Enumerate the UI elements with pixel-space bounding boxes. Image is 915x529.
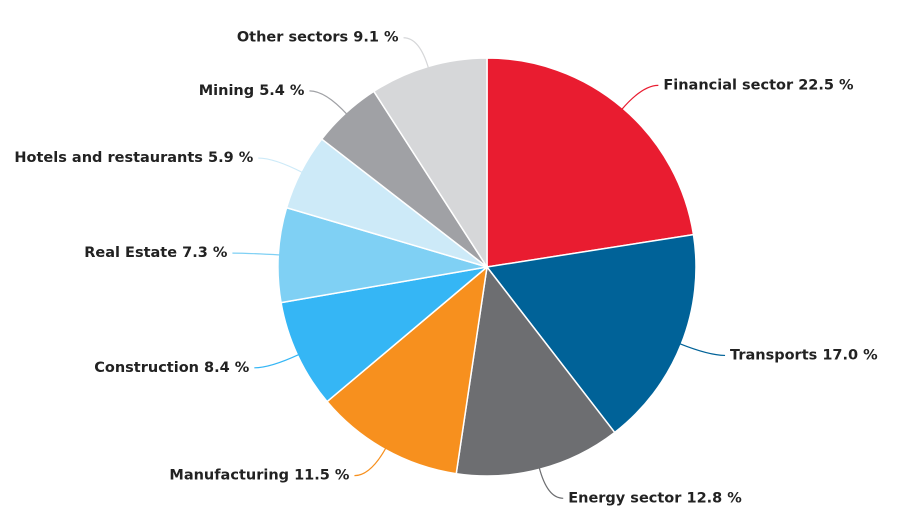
slice-label: Energy sector 12.8 % <box>568 490 742 506</box>
category-label: Transports <box>730 347 817 363</box>
slice-label: Hotels and restaurants 5.9 % <box>14 150 253 166</box>
value-label: 5.9 % <box>208 150 254 166</box>
value-label: 7.3 % <box>182 245 228 261</box>
category-label: Manufacturing <box>169 468 289 484</box>
category-label: Real Estate <box>84 245 177 261</box>
value-label: 17.0 % <box>822 347 878 363</box>
slice-label: Other sectors 9.1 % <box>237 30 399 46</box>
value-label: 11.5 % <box>294 468 350 484</box>
slice-label: Real Estate 7.3 % <box>84 245 228 261</box>
label-connector <box>309 90 348 115</box>
label-connector <box>254 353 300 369</box>
slice-label: Financial sector 22.5 % <box>663 77 854 93</box>
value-label: 9.1 % <box>353 30 399 46</box>
category-label: Mining <box>199 83 254 99</box>
label-connector <box>403 37 430 69</box>
category-label: Hotels and restaurants <box>14 150 203 166</box>
category-label: Other sectors <box>237 30 348 46</box>
value-label: 8.4 % <box>204 360 250 376</box>
slice-label: Transports 17.0 % <box>730 347 878 363</box>
label-connector <box>354 447 387 477</box>
label-connector <box>621 84 659 111</box>
slice-label: Construction 8.4 % <box>94 360 250 376</box>
category-label: Energy sector <box>568 490 682 506</box>
slices <box>277 57 697 477</box>
category-label: Construction <box>94 360 199 376</box>
slice-label: Mining 5.4 % <box>199 83 305 99</box>
value-label: 22.5 % <box>798 77 854 93</box>
label-connector <box>232 252 281 256</box>
label-connector <box>258 157 304 174</box>
label-connector <box>679 343 726 357</box>
category-label: Financial sector <box>663 77 794 93</box>
slice-label: Manufacturing 11.5 % <box>169 468 350 484</box>
value-label: 12.8 % <box>686 490 742 506</box>
value-label: 5.4 % <box>259 83 305 99</box>
label-connector <box>538 467 564 499</box>
